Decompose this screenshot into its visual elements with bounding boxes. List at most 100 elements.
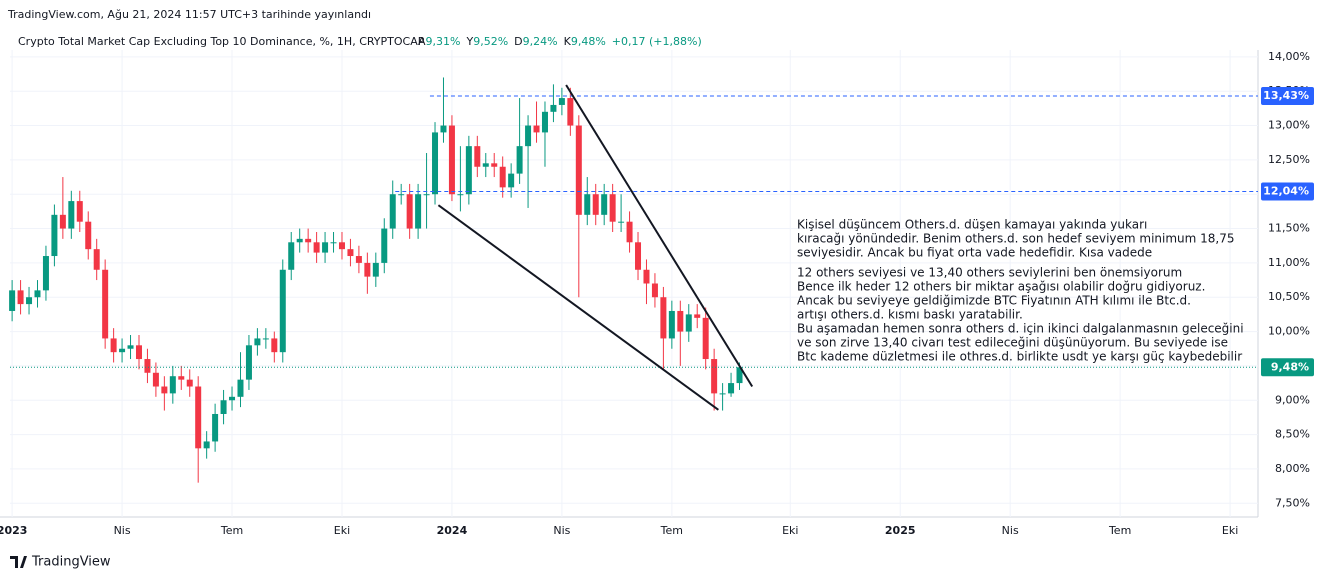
note-line: Bu aşamadan hemen sonra others d. için i… [797,322,1244,336]
ohlc-value: +0,17 (+1,88%) [612,35,702,48]
candle-body [338,242,345,250]
candle-body [237,379,244,397]
candle-body [26,297,33,305]
candle-body [76,201,83,222]
y-tick-label: 12,50% [1268,153,1310,166]
x-tick-label: Tem [220,524,243,537]
candle-body [465,146,472,195]
candle-body [457,194,464,196]
candle-body [406,194,413,229]
candle-body [575,125,582,215]
candle-body [398,194,405,196]
candle-body [42,256,49,291]
candle-body [372,262,379,277]
y-tick-label: 7,50% [1275,496,1310,509]
ohlc-value: 9,31% [426,35,461,48]
candle-body [423,194,430,196]
y-tick-label: 13,00% [1268,119,1310,132]
candle-body [719,393,726,395]
candle-body [161,386,168,394]
x-tick-label: 2023 [0,524,27,537]
note-line: Btc kademe düzletmesi ile othres.d. birl… [797,350,1242,364]
x-tick-label: Nis [1002,524,1019,537]
candle-body [34,290,41,298]
candle-body [322,242,329,253]
candle-body [736,367,743,384]
trendline [565,84,754,388]
ohlc-label: Y [465,35,473,48]
y-tick-label: 10,50% [1268,290,1310,303]
candle-body [567,98,574,126]
note-line: Bence ilk heder 12 others bir miktar aşa… [797,280,1205,294]
candle-body [525,125,532,147]
candle-body [601,194,608,215]
candle-body [516,146,523,174]
x-tick-label: Tem [1108,524,1131,537]
trendline [437,204,719,411]
note-line: 12 others seviyesi ve 13,40 others seviy… [797,266,1182,280]
candle-body [110,338,117,353]
candle-body [651,283,658,298]
candle-body [262,338,269,340]
candle-body [288,242,295,270]
candle-body [279,269,286,353]
price-label-box [1261,358,1314,377]
candle-body [508,173,515,188]
candle-body [626,221,633,243]
candle-body [685,314,692,332]
x-tick-label: Nis [114,524,131,537]
candle-body [178,376,185,380]
candle-body [364,262,371,277]
ohlc-value: 9,24% [523,35,558,48]
candle-body [711,359,718,394]
x-tick-label: Nis [553,524,570,537]
candle-body [499,166,506,188]
x-tick-label: Eki [1222,524,1238,537]
y-tick-label: 9,00% [1275,393,1310,406]
ohlc-label: D [514,35,522,48]
candle-body [68,201,75,229]
price-label-box [1261,182,1314,201]
candle-body [347,249,354,257]
candle-body [127,345,134,349]
candle-body [313,242,320,253]
candle-body [186,379,193,387]
candle-body [491,163,498,167]
candle-body [440,125,447,133]
candle-body [254,338,261,346]
candle-body [203,441,210,449]
published: TradingView.com, Ağu 21, 2024 11:57 UTC+… [7,8,371,21]
price-label: 9,48% [1271,360,1309,373]
candle-body [728,383,735,394]
candle-body [212,413,219,442]
candle-body [381,228,388,263]
candle-body [660,297,667,339]
candle-body [618,221,625,223]
candle-body [702,317,709,360]
candle-body [448,125,455,195]
x-tick-label: Eki [782,524,798,537]
x-tick-label: 2024 [437,524,468,537]
y-tick-label: 11,00% [1268,256,1310,269]
ohlc-label: A [418,35,426,48]
candle-body [677,310,684,332]
y-tick-label: 10,00% [1268,325,1310,338]
candle-body [245,345,252,380]
candle-body [643,269,650,284]
price-label-box [1261,87,1314,106]
y-tick-label: 14,00% [1268,50,1310,63]
note-line: Kişisel düşüncem Others.d. düşen kamayaı… [797,218,1147,232]
candle-body [541,111,548,133]
x-tick-label: 2025 [885,524,916,537]
candle-body [635,242,642,270]
note-line: Ancak bu seviyeye geldiğimizde BTC Fiyat… [797,294,1191,308]
brand: TradingView [10,555,111,570]
candle-body [220,400,227,414]
candle-body [330,242,337,244]
note-line: kıracağı yönündedir. Benim others.d. son… [797,232,1235,246]
candle-body [85,221,92,250]
note-line: ve son zirve 13,40 civarı test edileceği… [797,336,1228,350]
candle-body [17,290,24,305]
candle-body [305,238,312,243]
